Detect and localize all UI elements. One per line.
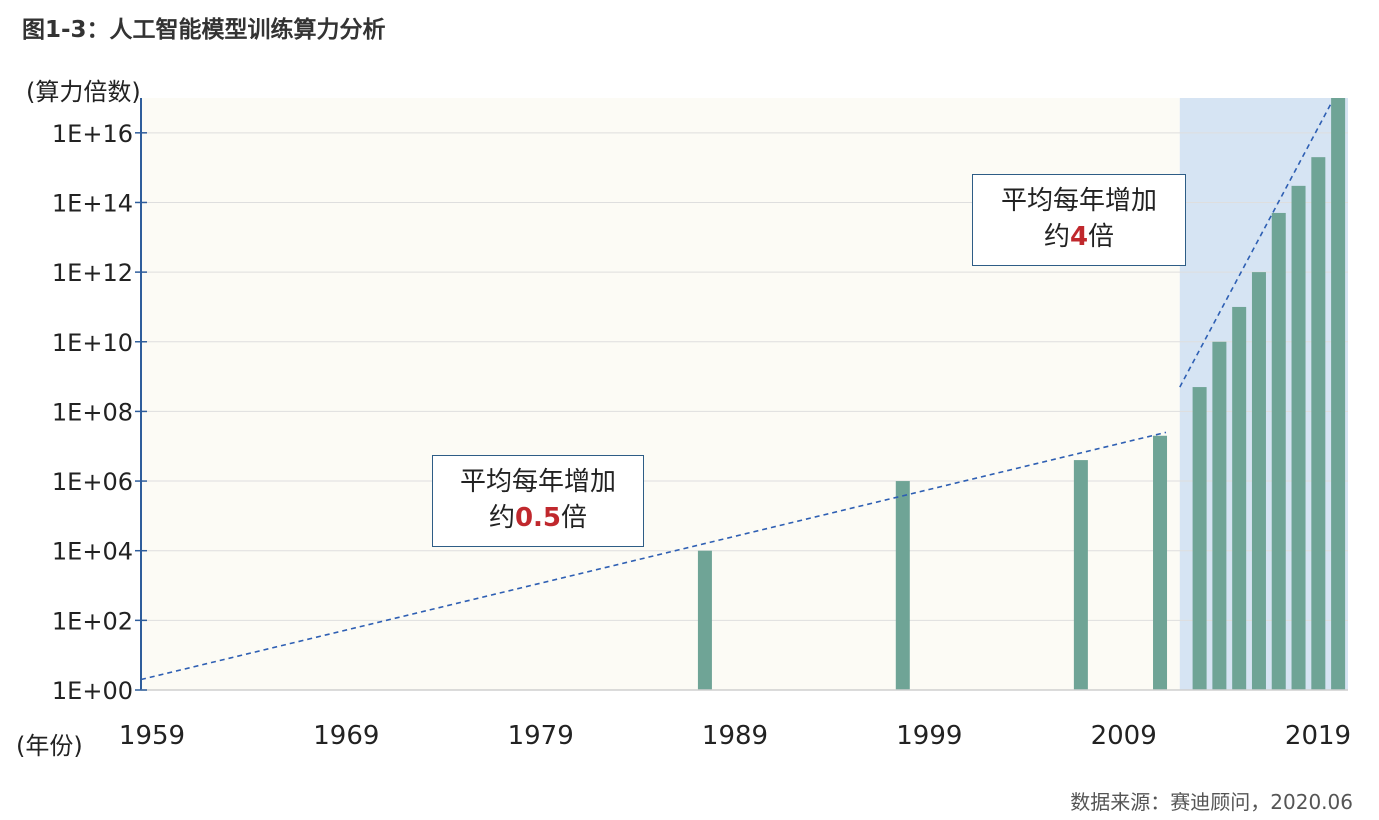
source-note: 数据来源：赛迪顾问，2020.06 xyxy=(1070,790,1353,814)
annotation-early-value: 0.5 xyxy=(514,503,562,533)
annotation-recent-value: 4 xyxy=(1069,222,1089,252)
bar xyxy=(697,550,712,690)
y-tick-label: 1E+02 xyxy=(52,607,133,635)
y-tick-label: 1E+06 xyxy=(52,468,133,496)
bar xyxy=(1153,435,1168,690)
y-tick-label: 1E+10 xyxy=(52,329,133,357)
bar xyxy=(1212,341,1227,690)
x-axis-label: (年份) xyxy=(16,732,83,760)
x-tick-label: 1979 xyxy=(508,721,574,751)
y-tick-label: 1E+04 xyxy=(52,538,133,566)
bar xyxy=(1232,306,1247,690)
x-tick-label: 1969 xyxy=(313,721,379,751)
y-axis-label: (算力倍数) xyxy=(26,78,141,106)
y-tick-label: 1E+08 xyxy=(52,398,133,426)
chart-title: 图1-3：人工智能模型训练算力分析 xyxy=(22,17,386,43)
annotation-early: 平均每年增加 约0.5倍 xyxy=(432,455,644,547)
bar xyxy=(1073,460,1088,690)
bar xyxy=(1271,212,1286,690)
trend-line xyxy=(140,431,1167,681)
y-tick-label: 1E+16 xyxy=(52,120,133,148)
annotation-early-line2: 约0.5倍 xyxy=(488,503,588,533)
annotation-early-line1: 平均每年增加 xyxy=(459,467,616,497)
annotation-recent-line2: 约4倍 xyxy=(1043,222,1115,252)
x-tick-label: 1959 xyxy=(119,721,185,751)
bar xyxy=(1311,157,1326,691)
y-tick-label: 1E+12 xyxy=(52,259,133,287)
bar xyxy=(1251,272,1266,690)
bar xyxy=(895,481,910,690)
bar xyxy=(1331,98,1346,690)
annotation-recent: 平均每年增加 约4倍 xyxy=(972,174,1186,266)
x-tick-label: 2019 xyxy=(1285,721,1351,751)
annotation-recent-line1: 平均每年增加 xyxy=(1000,186,1157,216)
x-tick-label: 1999 xyxy=(896,721,962,751)
y-tick-label: 1E+14 xyxy=(52,189,133,217)
x-tick-label: 1989 xyxy=(702,721,768,751)
bar xyxy=(1192,387,1207,690)
x-tick-label: 2009 xyxy=(1091,721,1157,751)
bar xyxy=(1291,185,1306,691)
y-tick-label: 1E+00 xyxy=(52,677,133,705)
